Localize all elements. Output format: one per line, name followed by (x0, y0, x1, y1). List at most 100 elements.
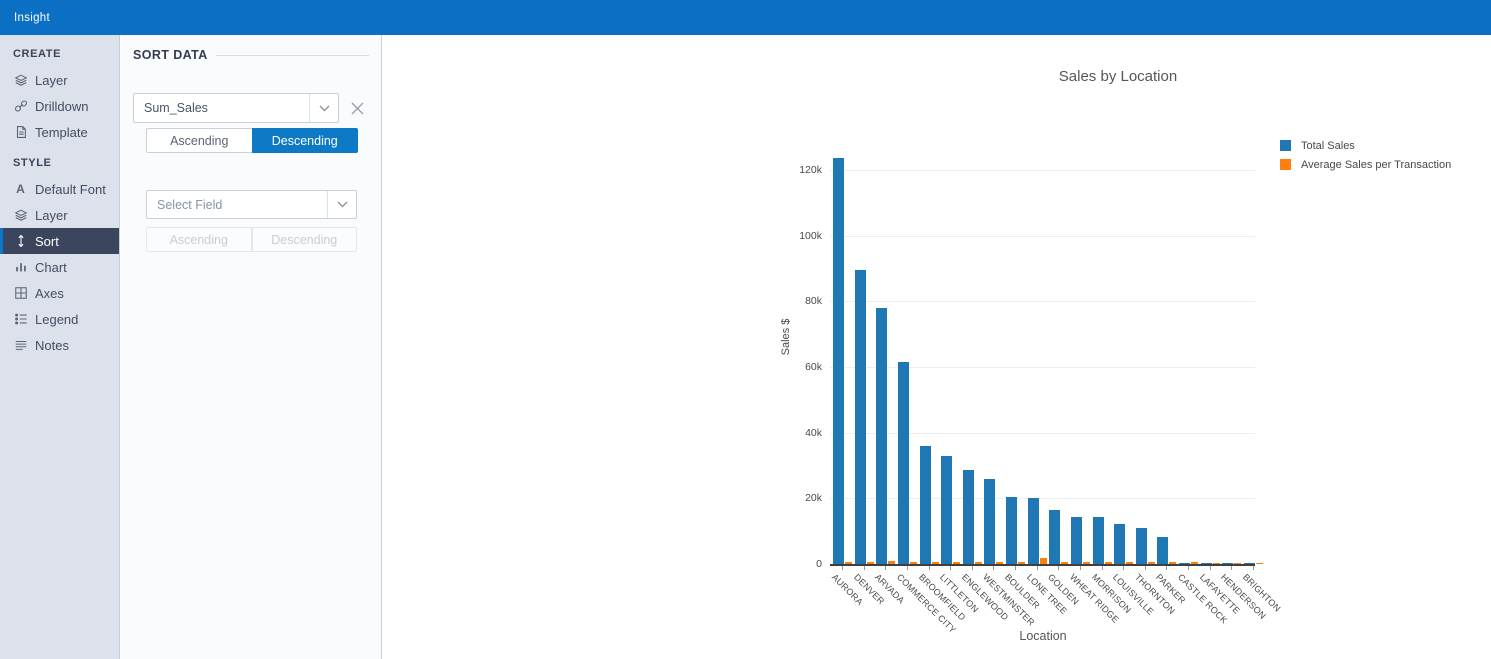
sidebar-item-notes[interactable]: Notes (0, 332, 119, 358)
bar-average-sales-per-transaction[interactable] (1148, 562, 1155, 564)
sidebar: CREATE Layer Drilldown Template STYLE A Defaul… (0, 35, 120, 659)
bar-average-sales-per-transaction[interactable] (867, 562, 874, 564)
bar-average-sales-per-transaction[interactable] (1213, 563, 1220, 564)
bar-average-sales-per-transaction[interactable] (975, 562, 982, 564)
bar-average-sales-per-transaction[interactable] (996, 562, 1003, 564)
x-tick (1166, 566, 1167, 570)
x-tick (1188, 566, 1189, 570)
sidebar-item-sort[interactable]: Sort (0, 228, 119, 254)
bar-average-sales-per-transaction[interactable] (1040, 558, 1047, 564)
sort-field-dropdown[interactable]: Sum_Sales (133, 93, 339, 123)
bar-total-sales[interactable] (1028, 498, 1039, 564)
legend-item-total-sales[interactable]: Total Sales (1280, 136, 1451, 155)
ascending-button[interactable]: Ascending (146, 128, 252, 153)
sidebar-item-chart[interactable]: Chart (0, 254, 119, 280)
bar-total-sales[interactable] (1244, 563, 1255, 564)
bar-chart-icon (13, 260, 28, 275)
bar-average-sales-per-transaction[interactable] (1105, 562, 1112, 564)
gridline (830, 236, 1255, 237)
bar-total-sales[interactable] (1093, 517, 1104, 564)
x-tick (950, 566, 951, 570)
descending-button[interactable]: Descending (251, 128, 358, 153)
x-axis-line (830, 564, 1255, 566)
secondary-sort-field-dropdown[interactable]: Select Field (146, 190, 357, 219)
template-document-icon (13, 125, 28, 140)
axes-grid-icon (13, 286, 28, 301)
bar-total-sales[interactable] (876, 308, 887, 564)
sidebar-item-label: Drilldown (35, 98, 89, 114)
bar-total-sales[interactable] (1201, 563, 1212, 564)
sidebar-item-layer[interactable]: Layer (0, 67, 119, 93)
x-tick (885, 566, 886, 570)
bar-average-sales-per-transaction[interactable] (845, 562, 852, 564)
sidebar-section-header-style: STYLE (13, 157, 52, 169)
remove-sort-field-button[interactable] (345, 96, 369, 120)
x-tick (1037, 566, 1038, 570)
bar-total-sales[interactable] (1114, 524, 1125, 564)
bar-total-sales[interactable] (1157, 537, 1168, 564)
x-tick (842, 566, 843, 570)
bar-total-sales[interactable] (1006, 497, 1017, 564)
heading-rule (215, 54, 369, 56)
sidebar-item-axes[interactable]: Axes (0, 280, 119, 306)
bar-average-sales-per-transaction[interactable] (932, 562, 939, 564)
x-tick (1080, 566, 1081, 570)
x-tick (1058, 566, 1059, 570)
bar-total-sales[interactable] (1222, 563, 1233, 564)
sidebar-item-label: Layer (35, 72, 68, 88)
sidebar-item-default-font[interactable]: A Default Font (0, 176, 119, 202)
y-tick-label: 80k (805, 295, 822, 307)
bar-average-sales-per-transaction[interactable] (1234, 563, 1241, 564)
bar-total-sales[interactable] (855, 270, 866, 564)
chevron-down-icon (327, 191, 356, 218)
sidebar-item-template[interactable]: Template (0, 119, 119, 145)
bar-average-sales-per-transaction[interactable] (1191, 562, 1198, 564)
notes-lines-icon (13, 338, 28, 353)
x-tick (907, 566, 908, 570)
sidebar-item-legend[interactable]: Legend (0, 306, 119, 332)
bar-average-sales-per-transaction[interactable] (1083, 562, 1090, 564)
chart-title: Sales by Location (1058, 68, 1178, 85)
panel-heading-text: SORT DATA (133, 48, 208, 62)
bar-total-sales[interactable] (920, 446, 931, 564)
legend-swatch (1280, 140, 1291, 151)
legend-item-average-sales-per-transaction[interactable]: Average Sales per Transaction (1280, 155, 1451, 174)
bar-average-sales-per-transaction[interactable] (953, 562, 960, 564)
bar-average-sales-per-transaction[interactable] (910, 562, 917, 564)
secondary-descending-button[interactable]: Descending (251, 227, 357, 252)
bar-average-sales-per-transaction[interactable] (1169, 562, 1176, 564)
bar-average-sales-per-transaction[interactable] (1061, 562, 1068, 564)
bar-total-sales[interactable] (833, 158, 844, 564)
sidebar-item-label: Sort (35, 233, 59, 249)
bar-average-sales-per-transaction[interactable] (1256, 563, 1263, 564)
bar-average-sales-per-transaction[interactable] (1018, 562, 1025, 564)
bar-average-sales-per-transaction[interactable] (888, 561, 895, 564)
bar-total-sales[interactable] (941, 456, 952, 564)
bar-average-sales-per-transaction[interactable] (1126, 562, 1133, 564)
legend-label: Average Sales per Transaction (1301, 158, 1452, 171)
sidebar-item-label: Layer (35, 207, 68, 223)
bar-total-sales[interactable] (984, 479, 995, 564)
y-tick-label: 100k (799, 230, 822, 242)
gridline (830, 498, 1255, 499)
x-tick (1123, 566, 1124, 570)
sidebar-item-label: Template (35, 124, 88, 140)
bar-total-sales[interactable] (1049, 510, 1060, 564)
panel-heading: SORT DATA (133, 48, 369, 62)
gridline (830, 170, 1255, 171)
sidebar-item-layer[interactable]: Layer (0, 202, 119, 228)
x-tick (864, 566, 865, 570)
legend-swatch (1280, 159, 1291, 170)
secondary-ascending-button[interactable]: Ascending (146, 227, 252, 252)
x-tick (1145, 566, 1146, 570)
y-tick-label: 60k (805, 361, 822, 373)
bar-total-sales[interactable] (963, 470, 974, 564)
bar-total-sales[interactable] (898, 362, 909, 564)
bar-total-sales[interactable] (1136, 528, 1147, 564)
sidebar-item-label: Default Font (35, 181, 106, 197)
sidebar-item-drilldown[interactable]: Drilldown (0, 93, 119, 119)
sidebar-item-label: Legend (35, 311, 79, 327)
bar-total-sales[interactable] (1071, 517, 1082, 564)
bar-total-sales[interactable] (1179, 563, 1190, 564)
secondary-sort-direction-toggle: Ascending Descending (146, 227, 357, 252)
